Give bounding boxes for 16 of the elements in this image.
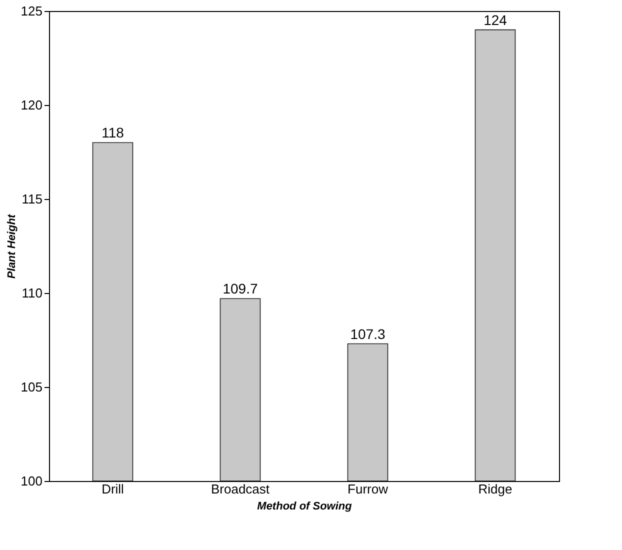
x-tick-label: Broadcast [210,482,270,496]
y-tick-label: 115 [22,192,42,206]
data-label: 107.3 [350,326,386,342]
y-tick-label: 105 [20,380,42,394]
x-tick-label: Ridge [478,482,512,496]
x-tick-label: Drill [102,482,124,496]
y-tick-label: 110 [22,286,42,300]
data-label: 109.7 [222,280,258,297]
y-tick-label: 125 [20,4,42,18]
y-tick-label: 100 [20,474,42,488]
data-label: 118 [102,124,124,141]
x-tick-label: Furrow [348,482,389,496]
data-label: 124 [484,12,508,28]
x-axis-title: Method of Sowing [257,500,352,512]
y-axis-title: Plant Height [6,213,18,279]
y-tick-label: 120 [20,98,42,112]
